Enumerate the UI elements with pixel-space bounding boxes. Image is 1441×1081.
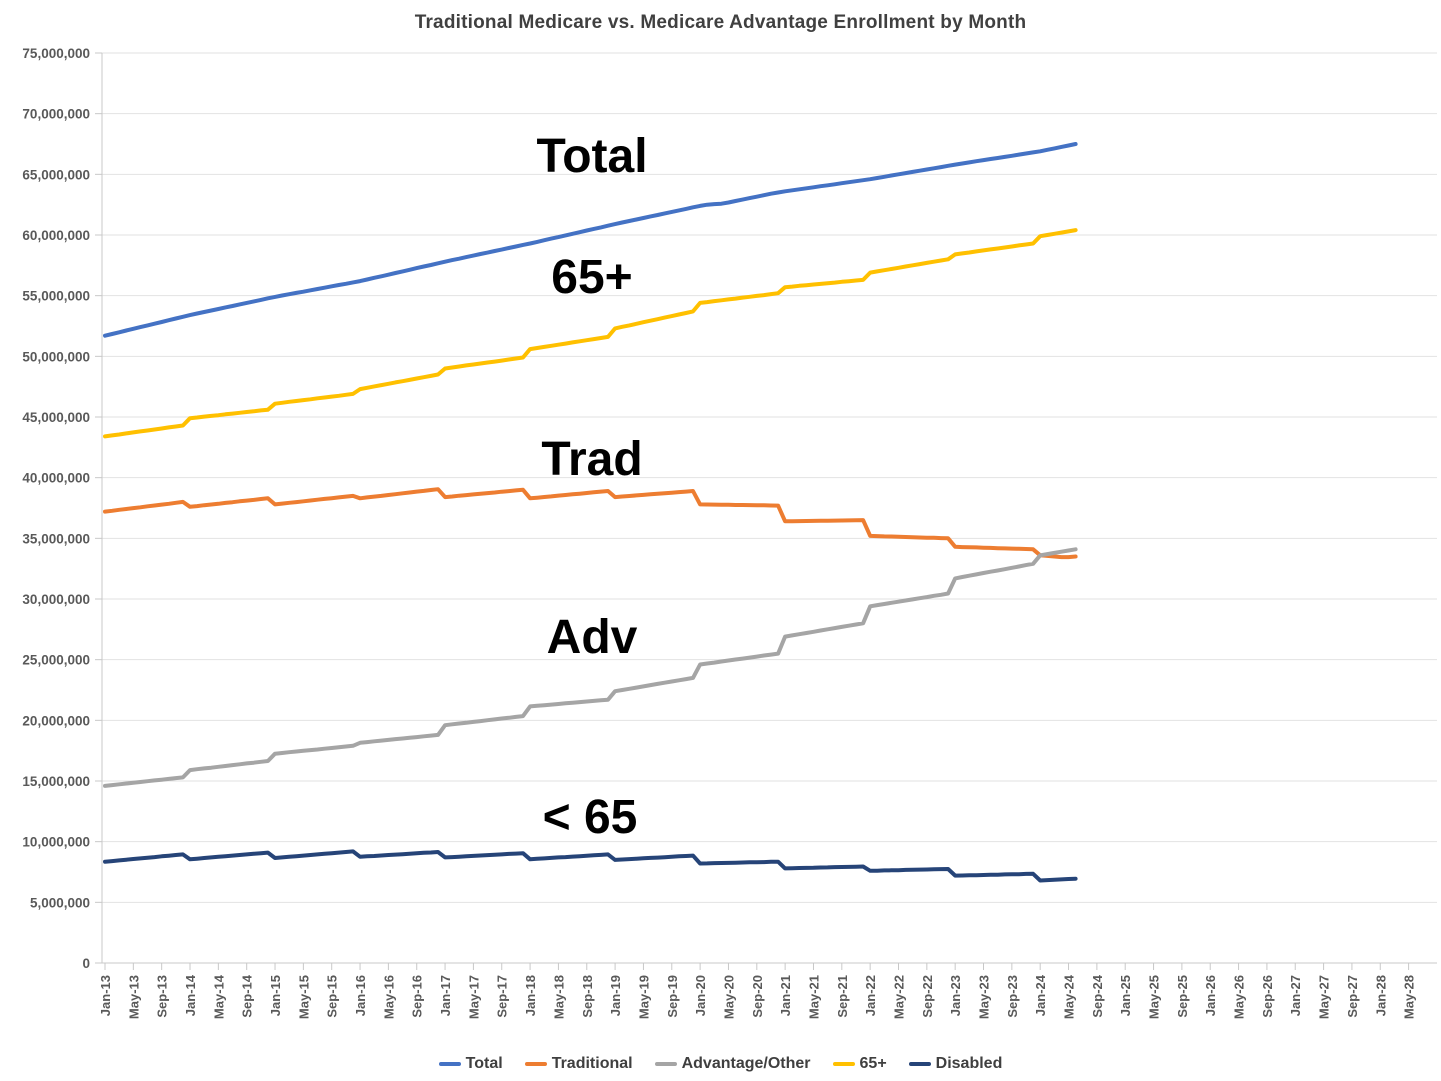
annotation-label-0: Total <box>536 130 647 183</box>
x-axis-tick-label: May-14 <box>211 974 226 1019</box>
x-axis-tick-label: May-15 <box>296 975 311 1019</box>
x-axis-tick-label: Jan-28 <box>1373 975 1388 1016</box>
series-line-disabled[interactable] <box>103 849 1078 883</box>
legend-label: Advantage/Other <box>681 1055 811 1072</box>
x-axis-tick-label: Sep-15 <box>325 975 340 1018</box>
y-axis-tick-label: 35,000,000 <box>22 531 90 546</box>
x-axis-tick-label: Jan-23 <box>948 975 963 1016</box>
x-axis-tick-label: Sep-25 <box>1175 975 1190 1018</box>
x-axis-tick-label: Jan-19 <box>608 975 623 1016</box>
x-axis-tick-label: May-17 <box>466 975 481 1019</box>
y-axis-tick-label: 50,000,000 <box>22 349 90 364</box>
x-axis-tick-label: Jan-25 <box>1118 975 1133 1016</box>
annotation-label-2: Trad <box>541 433 642 486</box>
series-line-total[interactable] <box>103 142 1078 338</box>
legend-swatch-icon <box>908 1062 931 1066</box>
x-axis-tick-label: Sep-21 <box>835 975 850 1018</box>
x-axis-tick-label: May-19 <box>636 975 651 1019</box>
y-axis-tick-label: 60,000,000 <box>22 228 90 243</box>
x-axis-tick-label: May-28 <box>1402 975 1417 1019</box>
legend-item-total[interactable]: Total <box>438 1055 503 1073</box>
y-axis-tick-label: 25,000,000 <box>22 653 90 668</box>
y-axis-tick-label: 20,000,000 <box>22 713 90 728</box>
x-axis-tick-label: Jan-20 <box>693 975 708 1016</box>
x-axis-tick-label: Jan-16 <box>353 975 368 1016</box>
x-axis-tick-label: Sep-26 <box>1260 975 1275 1018</box>
legend-label: 65+ <box>859 1055 887 1072</box>
x-axis-tick-label: May-23 <box>977 975 992 1019</box>
legend: Total Traditional Advantage/Other 65+ Disabl… <box>0 1055 1441 1073</box>
x-axis-tick-label: Sep-20 <box>750 975 765 1018</box>
x-axis-tick-label: Jan-17 <box>438 975 453 1016</box>
y-axis-tick-label: 65,000,000 <box>22 167 90 182</box>
legend-item-traditional[interactable]: Traditional <box>524 1055 633 1073</box>
x-axis-tick-label: Sep-22 <box>920 975 935 1018</box>
series-line-advantage-other[interactable] <box>103 547 1078 788</box>
x-axis-tick-label: Sep-19 <box>665 975 680 1018</box>
chart-title: Traditional Medicare vs. Medicare Advant… <box>414 12 1027 33</box>
x-axis-tick-label: Jan-14 <box>183 974 198 1016</box>
x-axis-tick-label: Sep-24 <box>1090 974 1105 1017</box>
legend-swatch-icon <box>438 1062 461 1066</box>
x-axis-tick-label: Sep-13 <box>155 975 170 1018</box>
x-axis-tick-label: May-20 <box>721 975 736 1019</box>
x-axis-tick-label: May-13 <box>126 975 141 1019</box>
x-axis-tick-label: May-27 <box>1317 975 1332 1019</box>
x-axis-tick-label: May-22 <box>891 975 906 1019</box>
legend-item-65-[interactable]: 65+ <box>832 1055 887 1073</box>
x-axis-tick-label: Jan-26 <box>1203 975 1218 1016</box>
y-axis-tick-label: 0 <box>82 956 90 971</box>
x-axis-tick-label: Jan-22 <box>863 975 878 1016</box>
x-axis-tick-label: Jan-15 <box>268 975 283 1016</box>
y-axis-tick-label: 5,000,000 <box>30 895 90 910</box>
x-axis-tick-label: Jan-27 <box>1288 975 1303 1016</box>
annotation-label-1: 65+ <box>551 251 632 304</box>
x-axis-tick-label: Sep-18 <box>580 975 595 1018</box>
x-axis-tick-label: May-18 <box>551 975 566 1019</box>
x-axis-tick-label: Jan-21 <box>778 975 793 1016</box>
legend-item-disabled[interactable]: Disabled <box>908 1055 1003 1073</box>
x-axis-tick-label: Sep-14 <box>240 974 255 1017</box>
x-axis-tick-label: May-26 <box>1232 975 1247 1019</box>
series-line-65-[interactable] <box>103 228 1078 439</box>
x-axis-tick-label: May-16 <box>381 975 396 1019</box>
x-axis-tick-label: May-25 <box>1147 975 1162 1019</box>
legend-label: Disabled <box>935 1055 1003 1072</box>
annotation-label-4: < 65 <box>543 791 638 844</box>
x-axis-tick-label: Sep-23 <box>1005 975 1020 1018</box>
series-line-traditional[interactable] <box>103 487 1078 560</box>
x-axis-tick-label: Sep-16 <box>410 975 425 1018</box>
x-axis-tick-label: Sep-17 <box>495 975 510 1018</box>
legend-label: Traditional <box>551 1055 633 1072</box>
legend-swatch-icon <box>654 1062 677 1066</box>
legend-swatch-icon <box>524 1062 547 1066</box>
y-axis-tick-label: 55,000,000 <box>22 289 90 304</box>
y-axis-tick-label: 10,000,000 <box>22 835 90 850</box>
x-axis-tick-label: Sep-27 <box>1345 975 1360 1018</box>
y-axis-tick-label: 15,000,000 <box>22 774 90 789</box>
annotation-label-3: Adv <box>547 611 638 664</box>
x-axis-tick-label: May-21 <box>806 975 821 1019</box>
legend-swatch-icon <box>832 1062 855 1066</box>
x-axis-tick-label: May-24 <box>1062 974 1077 1019</box>
x-axis-tick-label: Jan-13 <box>98 975 113 1016</box>
legend-label: Total <box>465 1055 503 1072</box>
y-axis-tick-label: 45,000,000 <box>22 410 90 425</box>
y-axis-tick-label: 70,000,000 <box>22 107 90 122</box>
x-axis-tick-label: Jan-24 <box>1033 974 1048 1016</box>
y-axis-tick-label: 30,000,000 <box>22 592 90 607</box>
x-axis-tick-label: Jan-18 <box>523 975 538 1016</box>
y-axis-tick-label: 40,000,000 <box>22 471 90 486</box>
legend-item-advantage-other[interactable]: Advantage/Other <box>654 1055 811 1073</box>
y-axis-tick-label: 75,000,000 <box>22 46 90 61</box>
